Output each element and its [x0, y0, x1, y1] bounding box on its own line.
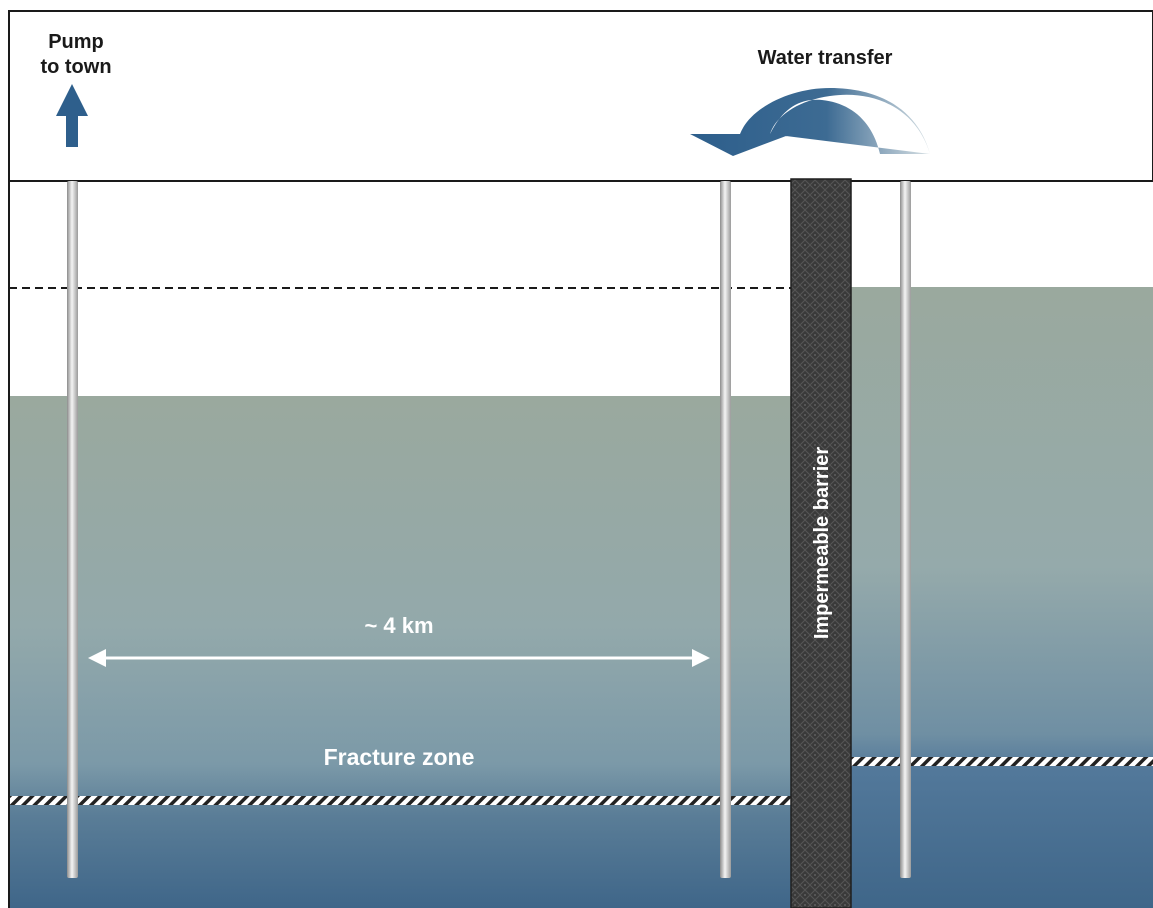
barrier-label: Impermeable barrier — [811, 447, 833, 640]
distance-label: ~ 4 km — [364, 613, 433, 638]
pump-label-line2: to town — [40, 56, 111, 78]
fracture-zone-label: Fracture zone — [324, 744, 475, 770]
impermeable-barrier — [790, 178, 852, 908]
aquifer-right — [851, 287, 1153, 908]
pump-label-line1: Pump — [48, 31, 104, 53]
fracture-zone-left — [9, 796, 791, 805]
well-pipe-middle — [720, 181, 731, 878]
water-transfer-label: Water transfer — [758, 47, 893, 69]
up-arrow-icon — [56, 84, 88, 147]
fracture-zone-right — [851, 757, 1153, 766]
well-pipe-right — [900, 181, 911, 878]
aquifer-left — [9, 396, 791, 908]
curved-arrow-icon — [690, 88, 930, 156]
double-headed-arrow-icon — [88, 649, 710, 667]
well-pipe-left — [67, 181, 78, 878]
